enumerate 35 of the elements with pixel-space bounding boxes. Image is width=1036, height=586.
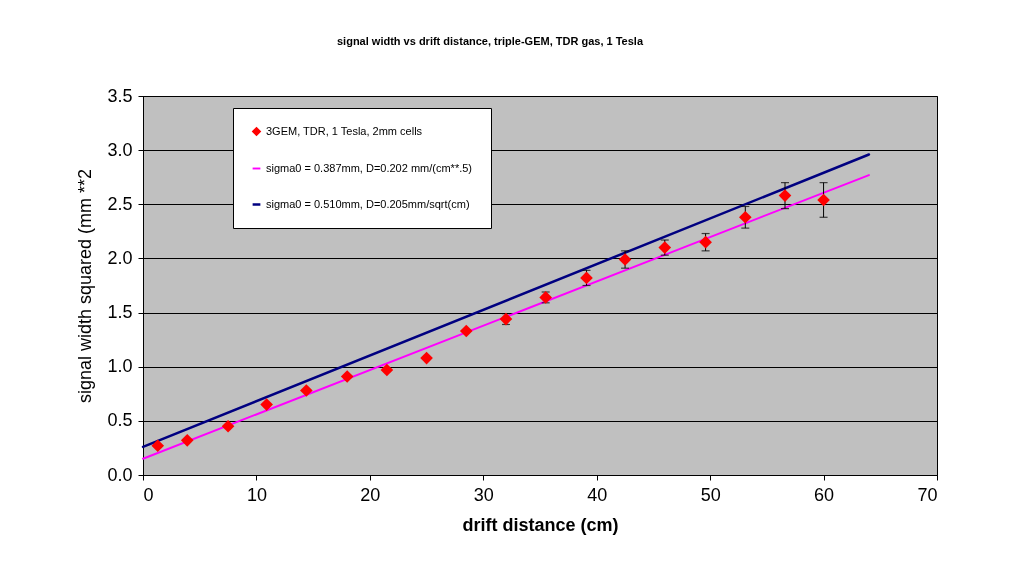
legend-label: sigma0 = 0.510mm, D=0.205mm/sqrt(cm) bbox=[266, 197, 470, 210]
x-axis-title: drift distance (cm) bbox=[462, 514, 619, 535]
point bbox=[420, 351, 433, 365]
y-tick-label: 3.5 bbox=[107, 85, 133, 106]
point bbox=[738, 210, 752, 224]
x-tick-label: 50 bbox=[700, 484, 721, 505]
point bbox=[459, 324, 473, 338]
point bbox=[221, 419, 235, 433]
point bbox=[340, 370, 354, 383]
x-tick-label: 40 bbox=[587, 484, 608, 505]
y-tick-label: 0.5 bbox=[107, 410, 133, 431]
y-tick-label: 2.0 bbox=[107, 247, 133, 268]
point bbox=[618, 253, 632, 266]
y-tick-label: 1.0 bbox=[107, 356, 133, 377]
point bbox=[180, 434, 194, 447]
y-axis-title: signal width squared (mm **2 bbox=[75, 168, 96, 404]
legend-label: sigma0 = 0.387mm, D=0.202 mm/(cm**.5) bbox=[266, 161, 473, 174]
x-tick-label: 0 bbox=[143, 484, 154, 505]
point bbox=[260, 398, 273, 411]
point bbox=[151, 439, 165, 453]
point bbox=[300, 384, 313, 397]
y-tick-label: 0.0 bbox=[107, 464, 133, 485]
y-tick-label: 1.5 bbox=[107, 302, 133, 323]
x-tick-label: 60 bbox=[814, 484, 835, 505]
chart-title: signal width vs drift distance, triple-GEM, TDR gas, 1 Tesla bbox=[336, 35, 644, 47]
y-tick-label: 2.5 bbox=[107, 193, 133, 214]
x-tick-label: 30 bbox=[473, 484, 494, 505]
x-tick-label: 70 bbox=[917, 484, 938, 505]
point bbox=[817, 193, 830, 207]
y-tick-label: 3.0 bbox=[107, 139, 133, 160]
x-tick-label: 20 bbox=[360, 484, 381, 505]
x-tick-label: 10 bbox=[246, 484, 267, 505]
legend-label: 3GEM, TDR, 1 Tesla, 2mm cells bbox=[266, 124, 423, 137]
point bbox=[778, 189, 792, 202]
point bbox=[380, 363, 394, 377]
